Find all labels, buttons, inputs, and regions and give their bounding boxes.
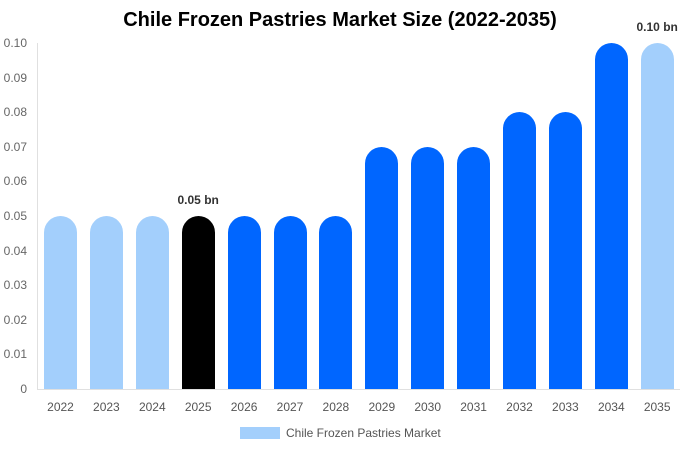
- y-tick-label: 0.07: [3, 139, 27, 154]
- x-tick-label: 2032: [506, 400, 533, 414]
- bar-2025[interactable]: [181, 216, 215, 389]
- x-axis-line: [37, 389, 680, 390]
- bar-2035[interactable]: [640, 43, 674, 389]
- bar-2030[interactable]: [411, 146, 445, 389]
- x-tick-label: 2028: [322, 400, 350, 414]
- bar-2028[interactable]: [319, 216, 353, 389]
- legend[interactable]: Chile Frozen Pastries Market: [240, 426, 441, 440]
- y-tick-label: 0.04: [3, 243, 27, 258]
- bar-2026[interactable]: [227, 216, 261, 389]
- x-tick-label: 2023: [93, 400, 120, 414]
- bar-2024[interactable]: [135, 216, 169, 389]
- y-tick-label: 0.09: [3, 70, 27, 85]
- y-tick-label: 0.05: [3, 209, 27, 223]
- chart-title: Chile Frozen Pastries Market Size (2022-…: [123, 9, 557, 31]
- bar-2034[interactable]: [594, 43, 628, 389]
- y-tick-label: 0.10: [3, 36, 27, 50]
- bar-2027[interactable]: [273, 216, 307, 389]
- legend-label: Chile Frozen Pastries Market: [286, 426, 441, 440]
- legend-swatch: [240, 427, 280, 439]
- bar-2023[interactable]: [89, 216, 123, 389]
- x-tick-label: 2031: [460, 400, 487, 414]
- data-label: 0.10 bn: [636, 20, 678, 34]
- x-tick-label: 2033: [552, 400, 579, 414]
- bar-2032[interactable]: [503, 112, 536, 389]
- y-tick-label: 0: [20, 382, 27, 396]
- y-tick-label: 0.08: [3, 105, 27, 120]
- y-tick-label: 0.02: [3, 312, 27, 327]
- y-tick-label: 0.03: [3, 278, 27, 293]
- y-tick-label: 0.06: [3, 174, 27, 189]
- data-label: 0.05 bn: [177, 193, 219, 207]
- x-tick-label: 2025: [184, 400, 212, 414]
- x-tick-label: 2030: [414, 400, 442, 414]
- x-tick-label: 2022: [47, 400, 74, 414]
- x-tick-label: 2029: [368, 400, 396, 414]
- y-axis-line: [37, 43, 38, 389]
- x-tick-label: 2035: [643, 400, 671, 414]
- bar-2031[interactable]: [457, 146, 491, 389]
- bar-2029[interactable]: [365, 146, 399, 389]
- bar-2033[interactable]: [548, 112, 582, 389]
- x-tick-label: 2024: [138, 400, 166, 414]
- x-tick-label: 2034: [597, 400, 625, 414]
- bar-2022[interactable]: [44, 216, 77, 389]
- y-tick-label: 0.01: [3, 347, 27, 362]
- x-tick-label: 2026: [230, 400, 258, 414]
- x-tick-label: 2027: [276, 400, 304, 414]
